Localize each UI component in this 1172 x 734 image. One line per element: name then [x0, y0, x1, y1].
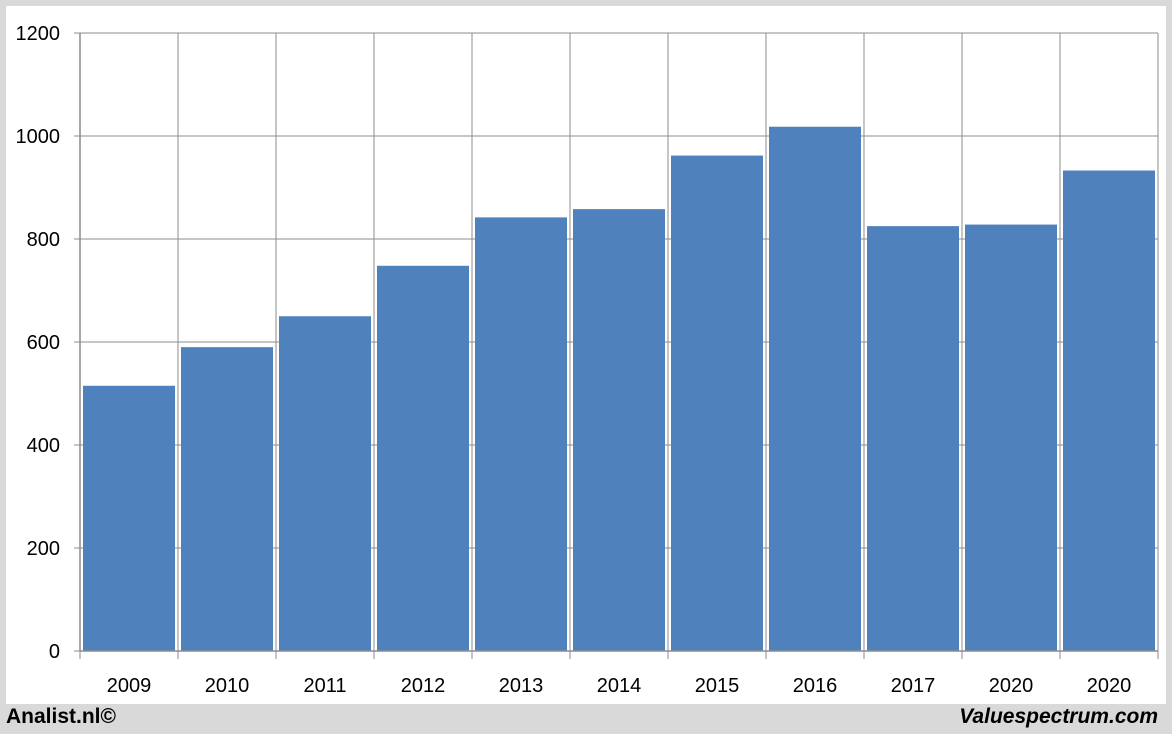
- bar: [671, 155, 763, 651]
- x-tick-label: 2020: [1087, 675, 1132, 697]
- x-tick-label: 2020: [989, 675, 1034, 697]
- bar: [475, 217, 567, 651]
- y-tick-label: 1000: [16, 126, 61, 148]
- analist-credit: Analist.nl©: [6, 705, 116, 728]
- y-tick-label: 1200: [16, 23, 61, 45]
- y-tick-label: 600: [27, 332, 60, 354]
- bar: [83, 385, 175, 651]
- x-tick-label: 2017: [891, 675, 936, 697]
- y-tick-label: 400: [27, 435, 60, 457]
- x-tick-label: 2011: [303, 675, 346, 697]
- bar: [573, 209, 665, 651]
- bar: [965, 224, 1057, 651]
- x-tick-label: 2012: [401, 675, 446, 697]
- bar: [1063, 170, 1155, 651]
- y-tick-label: 800: [27, 229, 60, 251]
- y-tick-label: 200: [27, 538, 60, 560]
- valuespectrum-credit: Valuespectrum.com: [959, 705, 1158, 728]
- bar: [867, 226, 959, 651]
- bar: [377, 265, 469, 651]
- x-tick-label: 2009: [107, 675, 152, 697]
- bar: [181, 347, 273, 651]
- y-tick-label: 0: [49, 641, 60, 663]
- x-tick-label: 2010: [205, 675, 250, 697]
- bar: [769, 126, 861, 652]
- bar: [279, 316, 371, 651]
- x-tick-label: 2013: [499, 675, 544, 697]
- x-tick-label: 2014: [597, 675, 642, 697]
- x-tick-label: 2016: [793, 675, 838, 697]
- x-tick-label: 2015: [695, 675, 740, 697]
